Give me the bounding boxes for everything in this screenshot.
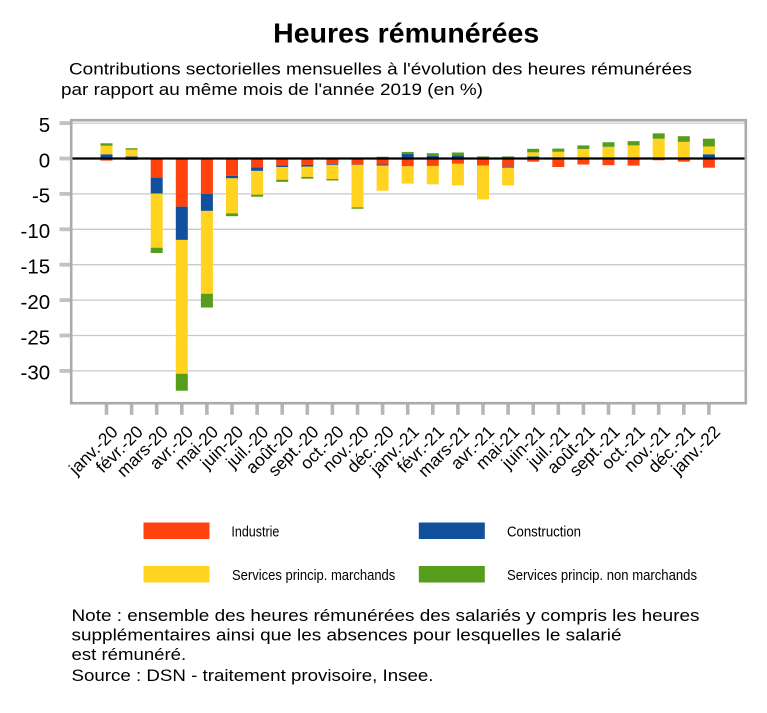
- svg-text:-5: -5: [32, 185, 50, 208]
- svg-text:Heures rémunérées: Heures rémunérées: [273, 17, 539, 48]
- svg-text:Note : ensemble des heures rém: Note : ensemble des heures rémunérées de…: [72, 606, 700, 625]
- svg-text:-10: -10: [21, 220, 51, 243]
- svg-text:-15: -15: [21, 256, 51, 279]
- svg-text:par rapport au même mois de l': par rapport au même mois de l'année 2019…: [61, 80, 483, 99]
- svg-text:Services princip. non marchand: Services princip. non marchands: [507, 568, 697, 584]
- svg-text:5: 5: [39, 114, 50, 137]
- svg-text:Construction: Construction: [507, 525, 581, 541]
- svg-text:-30: -30: [21, 362, 51, 385]
- svg-text:est rémunéré.: est rémunéré.: [72, 645, 187, 664]
- svg-text:Source : DSN - traitement prov: Source : DSN - traitement provisoire, In…: [72, 666, 434, 685]
- svg-text:0: 0: [39, 149, 50, 172]
- svg-text:-20: -20: [21, 291, 51, 314]
- svg-text:Services princip. marchands: Services princip. marchands: [232, 568, 395, 584]
- svg-text:supplémentaires ainsi que les: supplémentaires ainsi que les absences p…: [72, 626, 622, 645]
- svg-text:-25: -25: [21, 326, 51, 349]
- svg-text:Contributions sectorielles men: Contributions sectorielles mensuelles à …: [69, 60, 692, 79]
- svg-text:Industrie: Industrie: [231, 525, 279, 541]
